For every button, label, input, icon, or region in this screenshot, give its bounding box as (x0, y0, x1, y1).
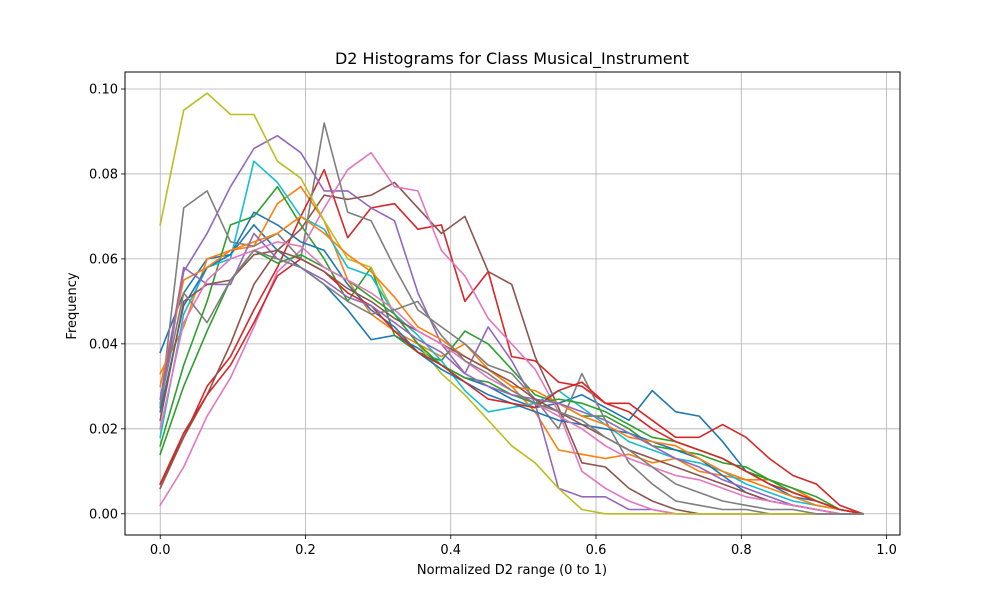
series-line-9 (159, 92, 864, 515)
series-line-4 (159, 168, 865, 515)
y-tick-label: 0.00 (89, 507, 118, 522)
x-tick-label: 0.6 (586, 543, 607, 558)
x-axis-label: Normalized D2 range (0 to 1) (417, 563, 607, 578)
x-axis-ticks: 0.0 0.2 0.4 0.6 0.8 1.0 (150, 535, 897, 558)
plot-frame (124, 71, 901, 536)
series-line-3 (159, 185, 865, 515)
y-axis-label: Frequency (65, 272, 80, 339)
y-tick-label: 0.02 (89, 422, 118, 437)
x-tick-label: 0.4 (440, 543, 461, 558)
y-tick-label: 0.10 (89, 82, 118, 97)
y-axis-ticks: 0.00 0.02 0.04 0.06 0.08 0.10 (89, 82, 125, 522)
x-tick-label: 0.0 (150, 543, 171, 558)
series-line-10 (159, 160, 865, 515)
chart-title: D2 Histograms for Class Musical_Instrume… (335, 49, 689, 69)
y-tick-label: 0.04 (89, 337, 118, 352)
x-tick-label: 0.2 (295, 543, 316, 558)
series-line-16 (159, 249, 864, 515)
series-line-14 (159, 258, 865, 515)
series-line-18 (159, 249, 864, 515)
series-line-12 (159, 215, 865, 515)
y-tick-label: 0.06 (89, 252, 118, 267)
x-tick-label: 1.0 (876, 543, 897, 558)
x-tick-label: 0.8 (731, 543, 752, 558)
series-lines (159, 92, 865, 515)
y-tick-label: 0.08 (89, 167, 118, 182)
